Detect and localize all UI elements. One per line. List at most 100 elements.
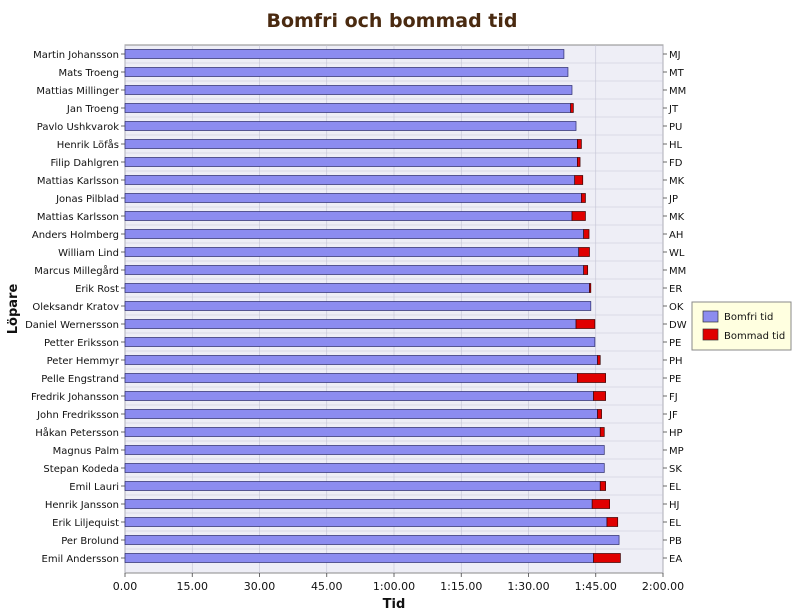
bar-bomfri (124, 535, 620, 545)
row-label: Erik Liljequist (52, 518, 119, 529)
bar-bommad (597, 355, 601, 365)
row-initials-label: HL (669, 140, 683, 151)
bar-bomfri (124, 337, 596, 347)
row-initials-label: PH (669, 356, 683, 367)
row-label: Henrik Löfås (57, 138, 119, 151)
row-initials-label: HP (669, 428, 683, 439)
row-initials-label: EL (669, 482, 681, 493)
bar-bommad (583, 229, 590, 239)
row-labels: Martin Johansson Mats Troeng Mattias Milli… (25, 50, 120, 565)
x-axis-title: Tid (383, 597, 406, 612)
bar-bommad (574, 175, 584, 185)
bar-bommad (570, 103, 574, 113)
bar-bomfri (124, 85, 573, 95)
bar-bommad (597, 409, 602, 419)
row-initials-label: JP (668, 194, 678, 205)
y-axis-title: Löpare (6, 284, 21, 335)
bar-bommad (577, 373, 606, 383)
bar-bomfri (124, 409, 598, 419)
bar-bomfri (124, 265, 584, 275)
row-label: William Lind (58, 248, 119, 259)
bar-bommad (583, 265, 589, 275)
x-tick-label: 15.00 (177, 580, 209, 593)
row-label: Pavlo Ushkvarok (37, 122, 119, 133)
bar-bomfri (124, 319, 577, 329)
legend-label-bomfri: Bomfri tid (724, 312, 773, 323)
row-initials-label: SK (669, 464, 682, 475)
bar-bommad (589, 283, 592, 293)
bar-bomfri (124, 427, 601, 437)
legend-swatch-bomfri (702, 310, 719, 323)
row-initials-label: AH (669, 230, 683, 241)
bar-bomfri (124, 373, 578, 383)
x-tick-label: 1:30.00 (507, 580, 549, 593)
row-initials-label: EL (669, 518, 681, 529)
bar-bomfri (124, 355, 598, 365)
bar-bomfri (124, 139, 578, 149)
bar-bomfri (124, 481, 601, 491)
legend-box (691, 301, 792, 351)
row-label: Mattias Karlsson (37, 176, 119, 187)
row-initials-label: PE (669, 374, 681, 385)
chart-title: Bomfri och bommad tid (266, 10, 517, 32)
bar-bomfri (124, 301, 592, 311)
row-label: Per Brolund (61, 536, 119, 547)
bar-bommad (606, 517, 619, 527)
bar-bommad (599, 427, 605, 437)
bar-bomfri (124, 103, 571, 113)
x-tick-label: 30.00 (244, 580, 276, 593)
row-label: Stepan Kodeda (43, 464, 119, 475)
bar-bomfri (124, 283, 590, 293)
bar-bommad (593, 391, 606, 401)
row-initials-label: MM (669, 86, 686, 97)
row-label: Jan Troeng (66, 104, 119, 115)
row-initials-label: FD (669, 158, 683, 169)
row-label: Mattias Millinger (36, 86, 119, 97)
bars-layer (121, 49, 667, 563)
row-initials-label: WL (669, 248, 685, 259)
bar-bommad (577, 157, 581, 167)
legend-swatch-bommad (702, 328, 719, 341)
row-initials-label: FJ (669, 392, 678, 403)
row-label: Magnus Palm (53, 446, 119, 457)
x-tick-label: 1:00.00 (373, 580, 415, 593)
row-label: Mats Troeng (58, 68, 119, 79)
row-label: Emil Lauri (69, 482, 119, 493)
row-label: Daniel Wernersson (25, 320, 119, 331)
bar-bommad (591, 499, 610, 509)
row-initials-label: PB (669, 536, 682, 547)
x-tick-label: 1:45.00 (575, 580, 617, 593)
row-initials: MJ MT MM JT PU HL FD MK JP MK AH WL MM ER OK DW PE PH PE FJ… (668, 50, 687, 565)
legend-label-bommad: Bommad tid (724, 331, 785, 342)
row-label: Emil Andersson (42, 554, 119, 565)
row-label: Henrik Jansson (45, 500, 119, 511)
bar-bomfri (124, 67, 569, 77)
x-tick-label: 1:15.00 (440, 580, 482, 593)
bar-bomfri (124, 463, 605, 473)
row-label: Erik Rost (75, 284, 119, 295)
row-initials-label: DW (669, 320, 687, 331)
bar-bomfri (124, 499, 593, 509)
row-label: Anders Holmberg (32, 230, 119, 241)
row-label: Mattias Karlsson (37, 212, 119, 223)
row-initials-label: JF (668, 410, 678, 421)
row-initials-label: ER (669, 284, 682, 295)
x-tick-label: 45.00 (311, 580, 343, 593)
row-initials-label: MJ (669, 50, 681, 61)
row-label: Oleksandr Kratov (32, 302, 119, 313)
bar-bommad (571, 211, 586, 221)
bar-bomfri (124, 175, 576, 185)
bar-bommad (575, 319, 596, 329)
bar-bomfri (124, 157, 578, 167)
bar-bommad (599, 481, 606, 491)
bar-bommad (581, 193, 586, 203)
row-label: Filip Dahlgren (50, 158, 119, 169)
bar-bomfri (124, 193, 582, 203)
bar-bomfri (124, 211, 573, 221)
row-initials-label: PU (669, 122, 682, 133)
row-label: John Fredriksson (36, 410, 119, 421)
row-initials-label: MK (669, 212, 685, 223)
row-label: Pelle Engstrand (41, 374, 119, 385)
